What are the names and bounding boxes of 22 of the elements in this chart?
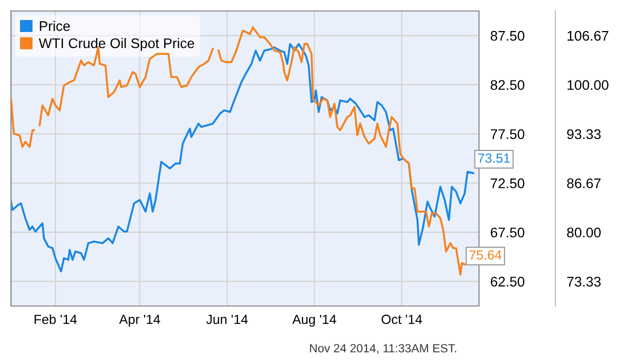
y2-tick-label: 73.33: [567, 276, 601, 287]
y2-tick-label: 80.00: [567, 228, 601, 238]
data-label: 73.51: [478, 153, 510, 163]
text: Nov 24 2014, 11:33AM EST.: [310, 344, 456, 354]
y2-tick-label: 100.00: [568, 80, 608, 90]
y-tick-label: 82.50: [490, 80, 524, 90]
x-tick-label: Apr '14: [119, 314, 160, 327]
y-tick-label: 62.50: [490, 276, 524, 287]
y2-tick-label: 106.67: [568, 30, 608, 41]
y-tick-label: 67.50: [490, 228, 524, 238]
y-tick-label: 72.50: [490, 178, 524, 188]
y-tick-label: 77.50: [490, 129, 524, 140]
x-tick-label: Oct '14: [382, 314, 422, 324]
y2-tick-label: 93.33: [567, 129, 601, 140]
x-tick-label: Aug '14: [292, 314, 336, 327]
y-tick-label: 87.50: [490, 30, 524, 41]
legend-label: WTI Crude Oil Spot Price: [38, 38, 194, 51]
x-tick-label: Jun '14: [206, 314, 248, 324]
legend-label: Price: [40, 20, 70, 31]
data-label: 75.64: [470, 250, 502, 260]
x-tick-label: Feb '14: [34, 314, 77, 324]
y2-tick-label: 86.67: [567, 178, 601, 188]
